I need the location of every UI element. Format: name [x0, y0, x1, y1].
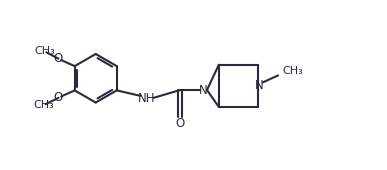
Text: CH₃: CH₃: [34, 46, 55, 56]
Text: CH₃: CH₃: [33, 100, 54, 110]
Text: O: O: [175, 117, 185, 130]
Text: O: O: [54, 52, 63, 65]
Text: NH: NH: [137, 92, 155, 105]
Text: N: N: [255, 79, 264, 92]
Text: CH₃: CH₃: [283, 66, 304, 76]
Text: O: O: [54, 91, 63, 104]
Text: N: N: [199, 84, 208, 97]
